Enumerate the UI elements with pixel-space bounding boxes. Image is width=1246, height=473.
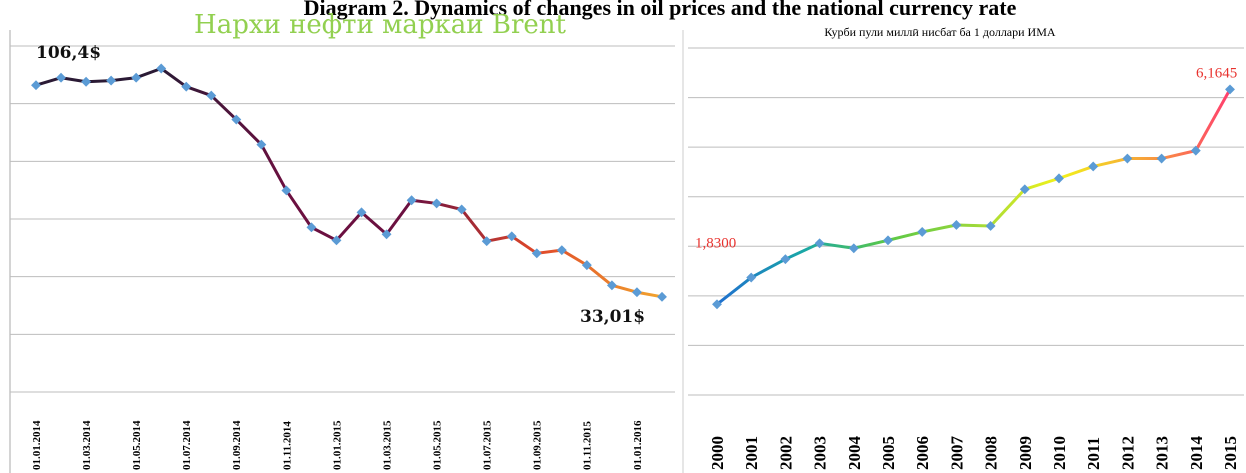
data-point xyxy=(306,222,317,233)
x-tick-label: 01.03.2015 xyxy=(381,420,393,470)
x-tick-label: 01.07.2015 xyxy=(482,420,494,470)
data-point xyxy=(1122,153,1133,164)
x-tick-label: 2013 xyxy=(1153,436,1172,470)
data-point xyxy=(712,299,722,310)
data-point xyxy=(81,76,92,87)
data-point xyxy=(746,272,757,283)
x-tick-label: 01.03.2014 xyxy=(81,420,93,470)
chart-title: Нархи нефти маркаи Brent xyxy=(194,10,566,40)
data-line xyxy=(716,88,1232,306)
data-line xyxy=(35,66,663,299)
x-tick-label: 2008 xyxy=(982,436,1001,470)
x-tick-label: 2014 xyxy=(1187,436,1206,471)
data-point xyxy=(456,204,467,215)
data-point xyxy=(431,198,442,209)
x-tick-label: 01.09.2015 xyxy=(532,420,544,470)
data-point xyxy=(883,235,893,246)
x-tick-label: 2010 xyxy=(1050,436,1069,470)
data-label: 6,1645 xyxy=(1196,65,1237,81)
x-tick-label: 01.07.2014 xyxy=(181,420,193,470)
x-tick-label: 2012 xyxy=(1118,436,1137,470)
data-point xyxy=(917,226,928,237)
data-point xyxy=(657,291,667,302)
data-point xyxy=(1156,153,1167,164)
data-point xyxy=(31,80,41,91)
data-point xyxy=(356,207,367,218)
x-tick-label: 2003 xyxy=(811,436,830,470)
page-title: Diagram 2. Dynamics of changes in oil pr… xyxy=(304,0,1017,20)
data-point xyxy=(231,114,242,125)
data-point xyxy=(780,254,791,265)
data-label: 33,01$ xyxy=(580,307,645,327)
data-point xyxy=(1054,173,1064,184)
x-tick-label: 01.09.2014 xyxy=(231,420,243,470)
data-point xyxy=(606,280,617,291)
data-point xyxy=(1088,161,1099,172)
data-label: 1,8300 xyxy=(695,235,736,251)
x-tick-label: 2011 xyxy=(1084,437,1103,470)
x-tick-label: 2002 xyxy=(776,436,795,470)
x-tick-label: 01.01.2014 xyxy=(31,420,43,470)
data-point xyxy=(814,238,825,249)
chart-title: Курби пули миллӣ нисбат ба 1 доллари ИМА xyxy=(824,25,1055,39)
data-point xyxy=(506,231,517,242)
data-point xyxy=(556,245,567,256)
x-tick-label: 2000 xyxy=(708,436,727,470)
data-point xyxy=(1225,84,1235,95)
x-tick-label: 01.11.2015 xyxy=(582,421,594,470)
x-tick-label: 2007 xyxy=(947,436,966,471)
data-point xyxy=(281,185,292,196)
x-tick-label: 2004 xyxy=(845,436,864,471)
data-point xyxy=(1190,145,1201,156)
data-point xyxy=(181,81,192,92)
x-tick-label: 01.01.2015 xyxy=(331,420,343,470)
x-tick-label: 2006 xyxy=(913,436,932,470)
data-point xyxy=(581,260,592,271)
x-tick-label: 2001 xyxy=(742,436,761,470)
x-tick-label: 01.05.2014 xyxy=(131,420,143,470)
data-point xyxy=(56,72,66,83)
x-tick-label: 01.05.2015 xyxy=(431,420,443,470)
data-point xyxy=(848,243,859,254)
data-point xyxy=(951,220,962,230)
data-point xyxy=(106,75,117,86)
data-point xyxy=(406,195,417,206)
x-tick-label: 2009 xyxy=(1016,436,1035,470)
data-label: 106,4$ xyxy=(36,43,101,63)
data-point xyxy=(985,221,996,231)
x-tick-label: 01.01.2016 xyxy=(632,420,644,470)
x-tick-label: 2005 xyxy=(879,436,898,470)
data-point xyxy=(256,139,267,150)
data-point xyxy=(206,90,217,101)
data-point xyxy=(381,229,392,240)
data-point xyxy=(331,235,342,246)
data-point xyxy=(481,236,492,247)
x-tick-label: 2015 xyxy=(1221,436,1240,470)
x-tick-label: 01.11.2014 xyxy=(281,421,293,470)
data-point xyxy=(156,63,167,74)
data-point xyxy=(531,248,542,259)
data-point xyxy=(131,72,142,83)
data-point xyxy=(632,287,642,298)
